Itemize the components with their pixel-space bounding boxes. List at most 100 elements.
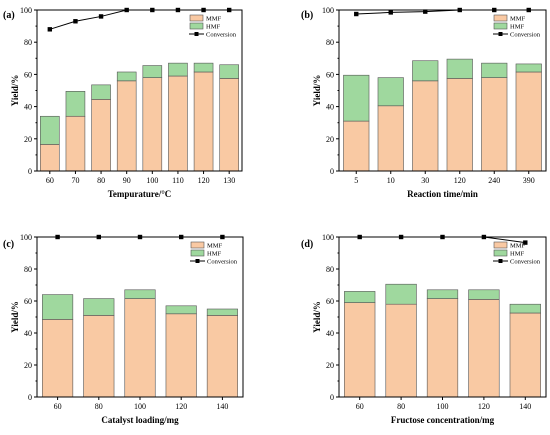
bar-mmf bbox=[509, 312, 541, 398]
y-tick-label: 40 bbox=[24, 329, 32, 338]
bar-hmf bbox=[426, 289, 459, 299]
y-tick-label: 20 bbox=[326, 135, 334, 144]
bar-hmf bbox=[193, 62, 214, 73]
conversion-marker bbox=[98, 14, 104, 19]
bar-hmf bbox=[377, 77, 404, 107]
legend-label-conversion: Conversion bbox=[510, 32, 541, 39]
y-tick-label: 40 bbox=[326, 103, 334, 112]
y-tick-label: 0 bbox=[28, 167, 32, 176]
conversion-marker bbox=[354, 11, 359, 17]
panel-label: (b) bbox=[301, 10, 313, 21]
bar-mmf bbox=[124, 298, 156, 398]
y-axis-title: Yield/% bbox=[10, 75, 20, 107]
bar-mmf bbox=[385, 303, 417, 398]
y-tick-label: 40 bbox=[326, 329, 334, 338]
conversion-marker bbox=[47, 27, 53, 32]
panel-label: (c) bbox=[3, 239, 14, 250]
bar-hmf bbox=[83, 298, 115, 316]
bar-hmf bbox=[343, 74, 370, 122]
y-tick-label: 100 bbox=[20, 233, 32, 242]
bar-mmf bbox=[168, 75, 188, 172]
bar-hmf bbox=[468, 289, 500, 300]
bar-hmf bbox=[446, 58, 473, 79]
y-tick-label: 20 bbox=[326, 361, 334, 370]
x-tick-label: 240 bbox=[488, 176, 500, 185]
bar-mmf bbox=[515, 71, 542, 172]
conversion-marker bbox=[388, 10, 393, 15]
bar-hmf bbox=[168, 62, 188, 77]
bar-hmf bbox=[219, 64, 239, 79]
y-tick-label: 100 bbox=[20, 6, 32, 15]
legend-swatch-mmf bbox=[493, 241, 508, 249]
bar-hmf bbox=[116, 71, 137, 82]
bar-hmf bbox=[412, 60, 439, 82]
y-tick-label: 20 bbox=[24, 361, 32, 370]
y-tick-label: 80 bbox=[24, 38, 32, 47]
x-tick-label: 70 bbox=[71, 176, 79, 185]
bar-hmf bbox=[91, 84, 111, 100]
y-tick-label: 60 bbox=[326, 70, 334, 79]
x-tick-label: 60 bbox=[46, 176, 54, 185]
bar-mmf bbox=[83, 315, 115, 398]
x-tick-label: 10 bbox=[387, 176, 395, 185]
bar-mmf bbox=[412, 80, 439, 172]
legend-label-mmf: MMF bbox=[206, 16, 222, 23]
bar-mmf bbox=[206, 315, 238, 398]
legend-swatch-mmf bbox=[189, 14, 204, 22]
bar-hmf bbox=[165, 305, 197, 315]
x-tick-label: 110 bbox=[172, 176, 184, 185]
bar-mmf bbox=[42, 319, 74, 398]
bar-mmf bbox=[344, 302, 376, 398]
y-tick-label: 100 bbox=[322, 6, 334, 15]
bar-hmf bbox=[509, 303, 541, 314]
x-tick-label: 100 bbox=[134, 402, 146, 411]
x-tick-label: 80 bbox=[397, 402, 405, 411]
legend-swatch-hmf bbox=[493, 22, 508, 30]
y-tick-label: 80 bbox=[326, 265, 334, 274]
legend-swatch-mmf bbox=[190, 241, 205, 249]
bar-mmf bbox=[116, 80, 137, 172]
x-tick-label: 120 bbox=[478, 402, 490, 411]
legend-marker-conversion bbox=[194, 32, 199, 36]
x-tick-label: 140 bbox=[216, 402, 228, 411]
y-tick-label: 60 bbox=[326, 297, 334, 306]
y-tick-label: 60 bbox=[24, 297, 32, 306]
bar-mmf bbox=[91, 99, 111, 172]
legend-label-conversion: Conversion bbox=[510, 259, 541, 266]
legend-marker-conversion bbox=[195, 259, 200, 263]
bar-mmf bbox=[142, 77, 163, 172]
bar-mmf bbox=[481, 77, 508, 172]
x-tick-label: 130 bbox=[223, 176, 235, 185]
legend-marker-conversion bbox=[498, 259, 503, 263]
conversion-marker bbox=[523, 240, 528, 245]
x-axis-title: Tempurature/°C bbox=[108, 189, 172, 199]
legend-marker-conversion bbox=[498, 32, 503, 36]
bar-mmf bbox=[377, 105, 404, 172]
y-axis-title: Yield/% bbox=[10, 301, 20, 333]
y-tick-label: 40 bbox=[24, 103, 32, 112]
bar-mmf bbox=[219, 78, 239, 172]
bar-hmf bbox=[65, 91, 86, 117]
x-tick-label: 120 bbox=[454, 176, 466, 185]
legend-label-hmf: HMF bbox=[510, 24, 524, 31]
bar-hmf bbox=[206, 308, 238, 316]
legend-swatch-hmf bbox=[189, 22, 204, 30]
legend-label-conversion: Conversion bbox=[206, 32, 237, 39]
bar-mmf bbox=[446, 78, 473, 172]
y-axis-title: Yield/% bbox=[312, 301, 322, 333]
legend-swatch-hmf bbox=[493, 249, 508, 257]
y-tick-label: 20 bbox=[24, 135, 32, 144]
bar-mmf bbox=[193, 71, 214, 172]
x-tick-label: 60 bbox=[356, 402, 364, 411]
bar-hmf bbox=[42, 294, 74, 320]
panel-b: (b) 0 20 40 60 80 100 5 10 30 120 240 390 Reaction ti… bbox=[301, 6, 547, 199]
y-tick-label: 100 bbox=[322, 233, 334, 242]
bar-mmf bbox=[426, 298, 459, 398]
legend-swatch-hmf bbox=[190, 249, 205, 257]
bar-hmf bbox=[344, 291, 376, 303]
panel-label: (d) bbox=[301, 239, 313, 250]
